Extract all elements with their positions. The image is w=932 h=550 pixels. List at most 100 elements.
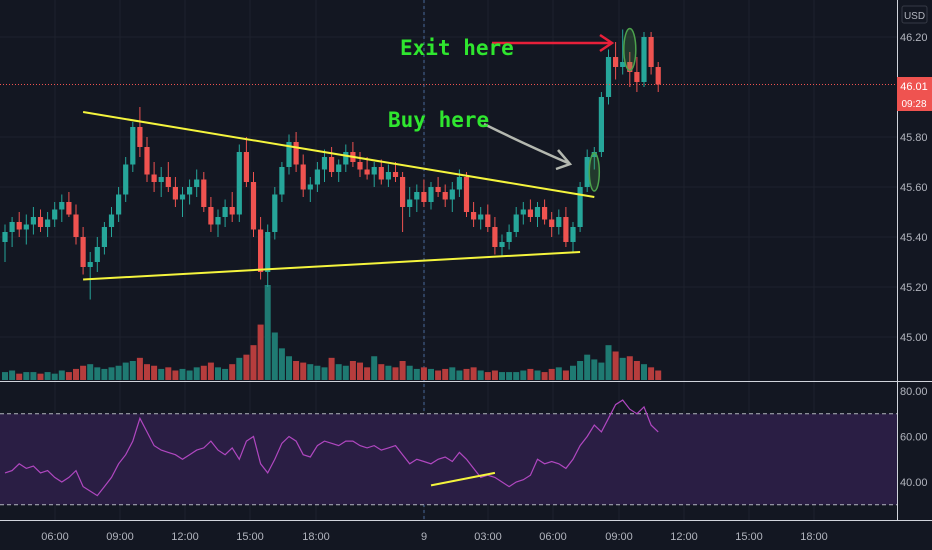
candle-body [52, 209, 58, 220]
rsi-tick-label: 80.00 [900, 386, 928, 398]
volume-bar [51, 373, 58, 380]
candle-body [378, 167, 384, 180]
volume-bar [598, 362, 605, 380]
trendlines [82, 111, 595, 487]
volume-bar [435, 370, 442, 380]
candle-body [307, 184, 313, 190]
volume-bar [541, 372, 548, 380]
volume-bar [144, 364, 150, 380]
volume-bar [648, 367, 655, 380]
candle-body [634, 72, 640, 82]
candle-body [187, 187, 193, 195]
volume-bar [23, 372, 30, 380]
candle-body [144, 147, 150, 175]
volume-bar [385, 365, 392, 380]
annotations [483, 27, 637, 192]
buy-arrow-shaft [483, 122, 569, 165]
volume-bar [115, 365, 122, 380]
currency-box[interactable] [901, 5, 928, 24]
countdown-value: 09:28 [901, 99, 926, 110]
volume-bar [30, 372, 37, 380]
volume-bar [428, 368, 434, 380]
candle-body [605, 57, 612, 97]
buy-arrow-head [555, 149, 573, 171]
volume-bar [37, 373, 44, 380]
volume-bar [527, 368, 534, 380]
candle-body [108, 214, 115, 227]
volume-bar [207, 362, 214, 380]
candle-body [215, 217, 221, 225]
volume-bar [229, 364, 236, 380]
candle-body [449, 189, 455, 200]
volume-bar [612, 351, 619, 380]
rsi-line [4, 399, 659, 497]
candle-body [463, 177, 470, 212]
candle-body [357, 162, 363, 170]
candle-body [485, 214, 491, 227]
candle-body [577, 187, 583, 227]
candle-body [499, 242, 505, 247]
volume-bar [250, 345, 257, 380]
volume-bars [2, 285, 662, 380]
candle-body [407, 199, 413, 207]
candle-body [250, 182, 257, 230]
volume-bar [108, 367, 115, 380]
candle-body [236, 152, 242, 215]
volume-bar [222, 368, 229, 380]
candle-body [158, 177, 164, 182]
rsi-tick-label: 40.00 [900, 477, 928, 489]
candlesticks[interactable] [2, 29, 661, 300]
volume-bar [364, 367, 371, 380]
candle-body [584, 157, 590, 187]
candle-body [300, 164, 306, 190]
rsi-panel[interactable] [0, 399, 897, 506]
volume-bar [619, 357, 626, 380]
candle-body [513, 214, 519, 232]
candle-body [385, 172, 391, 180]
volume-bar [278, 348, 285, 380]
candle-body [556, 217, 562, 227]
volume-bar [129, 361, 136, 380]
volume-bar [58, 370, 65, 380]
volume-bar [548, 368, 555, 380]
candle-body [16, 222, 22, 230]
candle-body [492, 227, 498, 247]
buy-candle-marker [588, 152, 601, 192]
candle-body [520, 209, 526, 215]
candle-body [620, 62, 626, 67]
time-tick-label: 06:00 [41, 531, 69, 543]
candle-body [534, 207, 541, 217]
candle-body [30, 217, 36, 225]
candle-body [179, 194, 186, 200]
volume-bar [264, 285, 271, 380]
volume-bar [584, 354, 591, 380]
candle-body [655, 67, 661, 85]
candle-body [293, 142, 299, 165]
volume-bar [179, 368, 186, 380]
candle-body [23, 224, 29, 230]
volume-bar [641, 364, 647, 380]
candle-body [506, 232, 512, 242]
candle-body [66, 202, 72, 215]
candle-body [265, 232, 271, 272]
candle-body [542, 207, 548, 220]
time-tick-label: 18:00 [302, 531, 330, 543]
volume-bar [484, 372, 491, 380]
time-tick-label: 09:00 [106, 531, 134, 543]
candle-body [591, 152, 597, 157]
time-tick-label: 15:00 [735, 531, 763, 543]
volume-bar [477, 370, 484, 380]
price-tick-label: 45.20 [900, 282, 928, 294]
countdown-badge [897, 95, 932, 111]
candle-body [286, 142, 292, 167]
candle-body [421, 192, 427, 202]
volume-bar [335, 364, 342, 380]
lower-trendline [83, 251, 581, 281]
volume-bar [562, 370, 569, 380]
volume-bar [570, 365, 576, 380]
candle-body [400, 177, 406, 207]
volume-bar [491, 370, 498, 380]
volume-bar [420, 367, 427, 380]
candle-body [414, 192, 420, 200]
